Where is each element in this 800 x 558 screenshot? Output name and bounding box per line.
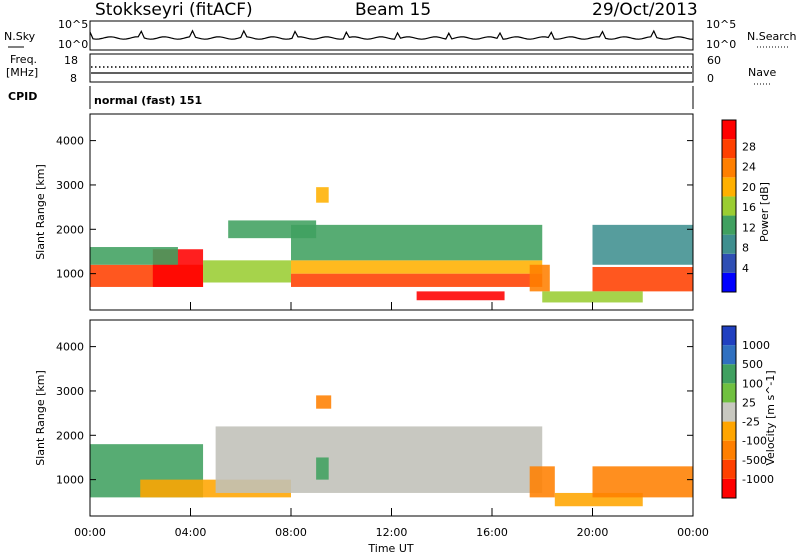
noise-sky-line [89, 29, 694, 40]
colorbar-tick-label: 24 [742, 161, 756, 174]
colorbar-swatch [722, 345, 736, 365]
colorbar-tick-label: 12 [742, 221, 756, 234]
y-tick-label: 2000 [56, 223, 84, 236]
colorbar-tick-label: 100 [742, 377, 763, 390]
scatter-region-2 [90, 247, 178, 265]
colorbar-frame [721, 119, 737, 293]
scatter-region-5 [592, 466, 693, 498]
colorbar-swatch [722, 272, 736, 292]
y-tick-label: 1000 [56, 474, 84, 487]
colorbar-swatch [722, 253, 736, 273]
y-tick-label: 3000 [56, 385, 84, 398]
noise-panel: N.Sky N.Search 10^5 10^0 10^5 10^0 [4, 18, 797, 51]
y-tick-label: 1000 [56, 268, 84, 281]
x-tick-label: 00:00 [677, 526, 709, 539]
noise-tick-right-top: 10^5 [706, 18, 736, 31]
scatter-region-8 [529, 264, 550, 292]
y-tick-label: 2000 [56, 429, 84, 442]
colorbar-swatch [722, 139, 736, 159]
freq-label-2: [MHz] [6, 66, 38, 79]
x-tick-label: 20:00 [577, 526, 609, 539]
colorbar-tick-label: 500 [742, 358, 763, 371]
noise-left-label: N.Sky [4, 30, 36, 43]
colorbar-swatch [722, 234, 736, 254]
x-tick-label: 16:00 [476, 526, 508, 539]
scatter-region-9 [592, 266, 693, 292]
power-panel: 1000 2000 3000 4000 Slant Range [km] 4 8 12 16… [34, 113, 771, 311]
colorbar-tick-label: 1000 [742, 339, 770, 352]
colorbar-tick-label: -500 [742, 454, 767, 467]
station-title: Stokkseyri (fitACF) [95, 0, 253, 20]
cpid-panel: CPID normal (fast) 151 [8, 86, 694, 109]
colorbar-tick-label: 8 [742, 242, 749, 255]
scatter-region-10 [542, 291, 643, 303]
colorbar-swatch [722, 158, 736, 178]
colorbar-tick-label: 28 [742, 140, 756, 153]
noise-right-label: N.Search [747, 30, 797, 43]
colorbar-swatch [722, 196, 736, 216]
scatter-region-7 [416, 291, 505, 301]
power-ylabel: Slant Range [km] [34, 164, 47, 260]
freq-tick-right-top: 60 [707, 54, 721, 67]
x-tick-label: 12:00 [376, 526, 408, 539]
colorbar-tick-label: -1000 [742, 473, 774, 486]
noise-tick-left-top: 10^5 [58, 18, 88, 31]
scatter-region-13 [592, 224, 693, 265]
scatter-region-3 [529, 466, 555, 498]
colorbar-swatch [722, 459, 736, 479]
x-tick-label: 04:00 [175, 526, 207, 539]
colorbar-swatch [722, 440, 736, 460]
velocity-colorbar-label: Velocity [m s^-1] [764, 370, 777, 465]
noise-tick-right-bottom: 10^0 [706, 38, 736, 51]
colorbar-tick-label: -100 [742, 435, 767, 448]
cpid-value: normal (fast) 151 [94, 94, 202, 107]
freq-tick-right-bottom: 0 [707, 72, 714, 85]
colorbar-swatch [722, 177, 736, 197]
noise-tick-left-bottom: 10^0 [58, 38, 88, 51]
y-tick-label: 4000 [56, 341, 84, 354]
colorbar-tick-label: 4 [742, 262, 749, 275]
scatter-region-3 [203, 260, 291, 283]
freq-tick-left-top: 18 [64, 54, 78, 67]
date-title: 29/Oct/2013 [592, 0, 698, 20]
colorbar-swatch [722, 120, 736, 140]
velocity-panel: 1000 2000 3000 4000 Slant Range [km] 1000 50… [34, 319, 777, 517]
scatter-region-6 [316, 395, 332, 409]
beam-title: Beam 15 [355, 0, 431, 20]
scatter-region-7 [316, 457, 329, 480]
scatter-region-11 [228, 220, 317, 239]
scatter-region-6 [291, 224, 543, 261]
colorbar-swatch [722, 421, 736, 441]
y-tick-label: 3000 [56, 179, 84, 192]
power-colorbar-label: Power [dB] [758, 182, 771, 242]
colorbar-frame [721, 325, 737, 499]
cpid-label: CPID [8, 90, 37, 103]
x-tick-label: 00:00 [74, 526, 106, 539]
scatter-region-2 [215, 426, 543, 493]
colorbar-swatch [722, 215, 736, 235]
freq-tick-left-bottom: 8 [70, 72, 77, 85]
colorbar-swatch [722, 364, 736, 384]
colorbar-tick-label: 16 [742, 201, 756, 214]
velocity-ylabel: Slant Range [km] [34, 370, 47, 466]
colorbar-tick-label: -25 [742, 416, 760, 429]
scatter-region-12 [316, 187, 329, 203]
time-axis: 00:00 04:00 08:00 12:00 16:00 20:00 00:00 [74, 302, 709, 539]
colorbar-tick-label: 20 [742, 181, 756, 194]
colorbar-tick-label: 25 [742, 396, 756, 409]
x-tick-label: 08:00 [275, 526, 307, 539]
time-axis-label: Time UT [367, 542, 413, 554]
frequency-panel: Freq. [MHz] Nave 18 8 60 0 [6, 53, 776, 85]
freq-label-1: Freq. [10, 53, 37, 66]
scatter-region-4 [291, 273, 543, 287]
scatter-region-5 [291, 260, 543, 274]
colorbar-swatch [722, 402, 736, 422]
nave-label: Nave [748, 66, 776, 79]
colorbar-swatch [722, 383, 736, 403]
colorbar-swatch [722, 326, 736, 346]
y-tick-label: 4000 [56, 135, 84, 148]
colorbar-swatch [722, 478, 736, 498]
